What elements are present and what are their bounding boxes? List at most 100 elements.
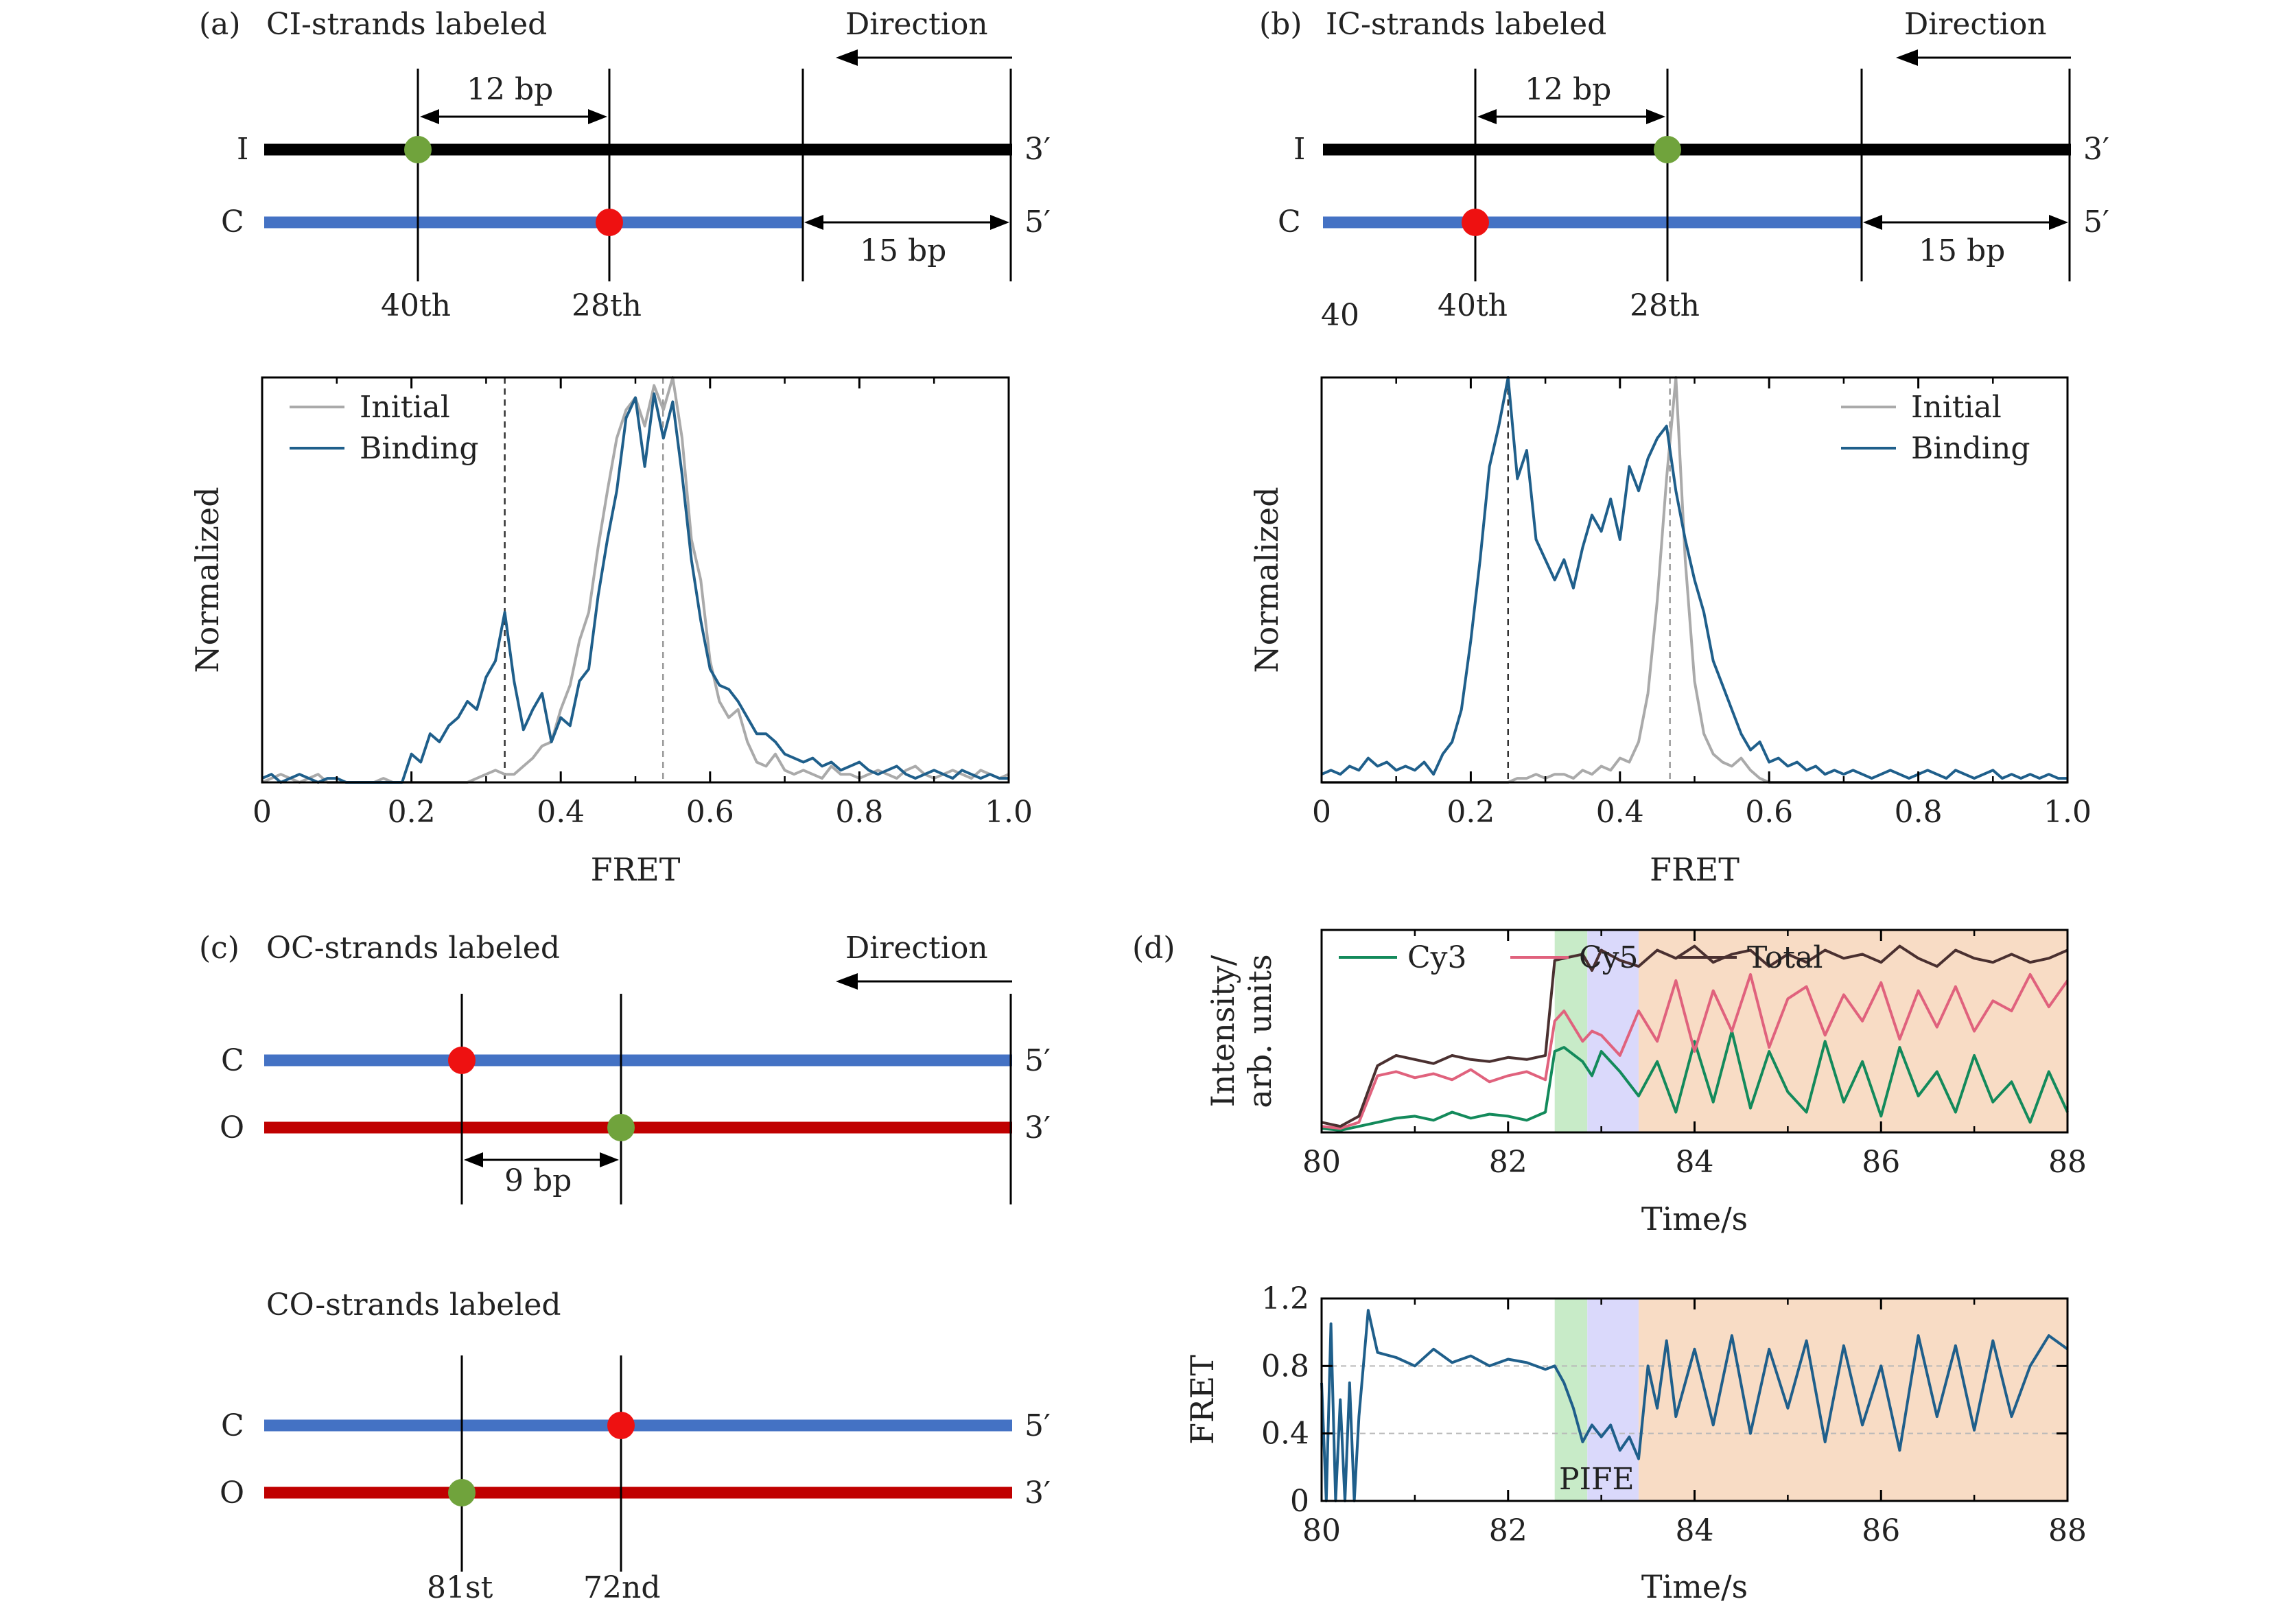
legend-label: Binding bbox=[1911, 431, 2030, 466]
direction-arrowhead-a bbox=[836, 49, 858, 66]
x-tick-label: 1.0 bbox=[985, 795, 1033, 830]
panel-c-schematic-top: (c) OC-strands labeled Direction C O 5′ … bbox=[199, 931, 1051, 1204]
offset-arrowhead-left-a bbox=[804, 215, 823, 230]
panel-c-schematic-bottom: CO-strands labeled C O 5′ 3′ 81st 72nd bbox=[220, 1287, 1051, 1605]
acceptor-dot-b bbox=[1462, 209, 1489, 236]
end-i-label-a: 3′ bbox=[1024, 132, 1051, 167]
spacing-arrowhead-left-a bbox=[420, 109, 439, 124]
x-axis-label: Time/s bbox=[1641, 1200, 1748, 1237]
strand-i-label-a: I bbox=[237, 132, 248, 167]
shaded-region bbox=[1638, 1298, 2067, 1501]
x-tick-label: 82 bbox=[1489, 1145, 1527, 1180]
x-tick-label: 0 bbox=[253, 795, 272, 830]
y-axis-label-line: arb. units bbox=[1241, 954, 1278, 1108]
donor-dot-c-top bbox=[607, 1114, 635, 1141]
x-tick-label: 0.2 bbox=[388, 795, 436, 830]
pos-right-c: 72nd bbox=[583, 1570, 661, 1605]
x-tick-label: 0.6 bbox=[686, 795, 734, 830]
pos-left-b: 40th bbox=[1438, 288, 1508, 323]
panel-d-label: (d) bbox=[1132, 931, 1175, 966]
x-tick-label: 86 bbox=[1862, 1145, 1900, 1180]
x-tick-label: 88 bbox=[2048, 1513, 2087, 1548]
panel-c-label: (c) bbox=[199, 931, 239, 966]
y-axis-label: Normalized bbox=[1248, 487, 1285, 673]
series-line-cy5 bbox=[1321, 972, 2069, 1130]
x-tick-label: 84 bbox=[1676, 1513, 1714, 1548]
y-tick-label: 0.8 bbox=[1261, 1349, 1309, 1384]
offset-label-b: 15 bp bbox=[1919, 233, 2005, 268]
series-line-total bbox=[1321, 944, 2068, 1128]
y-tick-label: 1.2 bbox=[1261, 1281, 1309, 1316]
x-tick-label: 0.8 bbox=[835, 795, 883, 830]
spacing-arrowhead-right-b bbox=[1646, 109, 1665, 124]
spacing-label-b: 12 bp bbox=[1525, 72, 1611, 107]
spacing-label-a: 12 bp bbox=[467, 72, 553, 107]
donor-dot-c-bottom bbox=[448, 1479, 476, 1506]
y-tick-label: 0.4 bbox=[1261, 1417, 1309, 1452]
end-o-label-c-bottom: 3′ bbox=[1024, 1476, 1051, 1511]
acceptor-dot-c-bottom bbox=[607, 1412, 635, 1439]
x-tick-label: 0.4 bbox=[537, 795, 585, 830]
spacing-label-c: 9 bp bbox=[504, 1163, 572, 1198]
chart-a-fret-histogram: 0 0.2 0.4 0.6 0.8 1.0 FRET Normalized Initial Bin… bbox=[189, 376, 1033, 888]
legend-label: Cy3 bbox=[1407, 940, 1467, 975]
panel-c-title-bottom: CO-strands labeled bbox=[266, 1287, 561, 1322]
panel-a-schematic: (a) CI-strands labeled Direction I C 3′ … bbox=[199, 7, 1051, 323]
x-axis-label: FRET bbox=[1650, 851, 1739, 888]
shaded-region bbox=[1554, 930, 1588, 1132]
strand-c-label-a: C bbox=[221, 205, 244, 240]
y-axis-label-line: Intensity/ bbox=[1204, 955, 1241, 1107]
direction-arrowhead-b bbox=[1896, 49, 1918, 66]
panel-c-title-top: OC-strands labeled bbox=[266, 931, 560, 966]
panel-b-title: IC-strands labeled bbox=[1326, 7, 1606, 42]
donor-dot-b bbox=[1654, 136, 1681, 163]
y-axis-label: FRET bbox=[1184, 1355, 1221, 1445]
end-o-label-c-top: 3′ bbox=[1024, 1110, 1051, 1145]
strand-o-label-c-top: O bbox=[220, 1110, 244, 1145]
legend-label: Binding bbox=[360, 431, 479, 466]
x-axis-label: FRET bbox=[591, 851, 681, 888]
strand-c-label-b: C bbox=[1278, 205, 1301, 240]
pos-right-a: 28th bbox=[572, 288, 642, 323]
x-tick-label: 82 bbox=[1489, 1513, 1527, 1548]
offset-label-a: 15 bp bbox=[860, 233, 946, 268]
strand-i-label-b: I bbox=[1293, 132, 1305, 167]
acceptor-dot-c-top bbox=[448, 1047, 476, 1074]
chart-d-intensity-trace: 80 82 84 86 88 Time/s Intensity/arb. units Cy3 C… bbox=[1204, 929, 2087, 1237]
strand-c-label-c-top: C bbox=[221, 1043, 244, 1078]
legend-label: Cy5 bbox=[1579, 940, 1639, 975]
end-c-label-c-top: 5′ bbox=[1024, 1043, 1051, 1078]
panel-a-direction: Direction bbox=[845, 7, 988, 42]
series-line-cy3 bbox=[1321, 1029, 2069, 1132]
chart-b-fret-histogram: 0 0.2 0.4 0.6 0.8 1.0 FRET Normalized Initial Bin… bbox=[1248, 376, 2092, 888]
x-tick-label: 80 bbox=[1302, 1145, 1341, 1180]
series-line-fret bbox=[1320, 1309, 2069, 1502]
pos-left-a: 40th bbox=[381, 288, 451, 323]
offset-arrowhead-left-b bbox=[1863, 215, 1882, 230]
x-tick-label: 88 bbox=[2048, 1145, 2087, 1180]
y-tick-label: 0 bbox=[1290, 1484, 1309, 1519]
spacing-arrowhead-left-c bbox=[464, 1152, 483, 1167]
pife-annotation: PIFE bbox=[1559, 1462, 1635, 1497]
panel-a-label: (a) bbox=[199, 7, 241, 42]
spacing-arrowhead-right-c bbox=[600, 1152, 619, 1167]
end-i-label-b: 3′ bbox=[2083, 132, 2109, 167]
panel-b-label: (b) bbox=[1259, 7, 1302, 42]
pos-left-c: 81st bbox=[427, 1570, 493, 1605]
x-tick-label: 1.0 bbox=[2043, 795, 2092, 830]
spacing-arrowhead-left-b bbox=[1477, 109, 1497, 124]
strand-c-label-c-bottom: C bbox=[221, 1408, 244, 1443]
end-c-label-c-bottom: 5′ bbox=[1024, 1408, 1051, 1443]
x-tick-label: 86 bbox=[1862, 1513, 1900, 1548]
spacing-arrowhead-right-a bbox=[588, 109, 607, 124]
x-tick-label: 0 bbox=[1312, 795, 1331, 830]
panel-b-schematic: (b) IC-strands labeled Direction I C 3′ … bbox=[1259, 7, 2109, 333]
stray-label-b: 40 bbox=[1321, 298, 1359, 333]
x-tick-label: 0.8 bbox=[1895, 795, 1943, 830]
x-tick-label: 0.6 bbox=[1745, 795, 1793, 830]
series-line-binding bbox=[1321, 376, 2067, 780]
offset-arrowhead-right-b bbox=[2049, 215, 2068, 230]
strand-o-label-c-bottom: O bbox=[220, 1476, 244, 1511]
pos-right-b: 28th bbox=[1630, 288, 1700, 323]
